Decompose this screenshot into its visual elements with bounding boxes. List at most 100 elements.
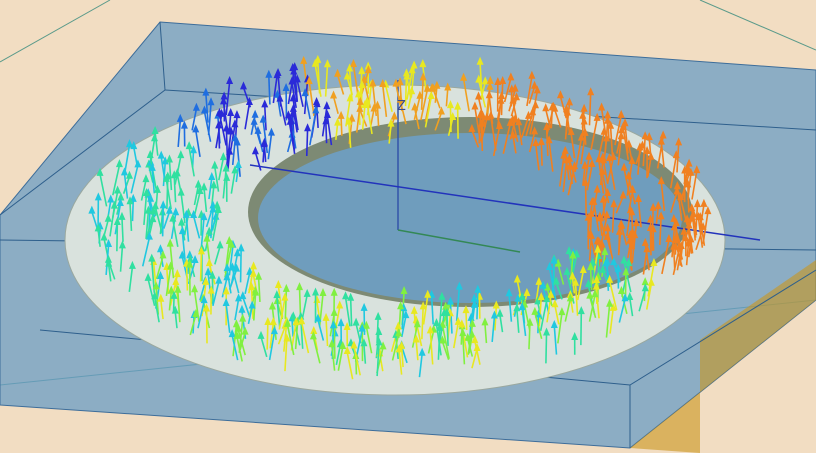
arrow-head — [239, 291, 247, 300]
arrow-head — [543, 294, 551, 303]
arrow-head — [677, 192, 685, 201]
arrow-head — [248, 300, 256, 309]
arrow-head — [301, 88, 309, 97]
arrow-shaft — [559, 156, 565, 187]
arrow-head — [159, 250, 167, 259]
arrow-head — [204, 267, 212, 276]
arrow-head — [273, 290, 281, 299]
arrow-shaft — [119, 246, 124, 272]
arrow-head — [571, 161, 579, 170]
arrow-shaft — [236, 143, 241, 177]
arrow-shaft — [415, 340, 419, 361]
arrow-head — [468, 123, 476, 132]
arrow-head — [358, 323, 366, 332]
arrow-shaft — [455, 287, 461, 322]
arrow-shaft — [691, 171, 698, 200]
arrow-head — [370, 103, 378, 112]
arrow-head — [200, 295, 208, 304]
arrow-shaft — [109, 206, 116, 237]
arrow-head — [458, 319, 466, 328]
arrow-head — [288, 76, 296, 85]
arrow-head — [113, 217, 121, 226]
arrow-head — [88, 205, 96, 214]
arrow-shaft — [462, 78, 470, 112]
arrow-head — [192, 102, 200, 111]
arrow-head — [207, 285, 215, 294]
arrow-head — [558, 307, 566, 316]
arrow-shaft — [430, 295, 434, 325]
arrow-head — [507, 72, 515, 81]
arrow-head — [107, 194, 115, 203]
arrow-head — [94, 223, 102, 232]
arrow-shaft — [599, 217, 607, 240]
arrow-head — [486, 75, 494, 84]
arrow-shaft — [174, 311, 178, 329]
arrow-shaft — [529, 106, 537, 135]
arrow-head — [580, 116, 588, 125]
arrow-head — [166, 238, 174, 247]
arrow-shaft — [123, 173, 129, 199]
arrow-shaft — [225, 303, 231, 333]
arrow-head — [178, 226, 186, 235]
arrow-head — [511, 83, 519, 92]
arrow-shaft — [203, 188, 208, 213]
arrow-shaft — [384, 85, 393, 113]
arrow-head — [682, 233, 690, 242]
arrow-head — [227, 126, 235, 135]
arrow-head — [537, 137, 545, 146]
arrow-head — [560, 150, 568, 159]
arrow-head — [250, 116, 258, 125]
arrow-head — [609, 302, 617, 311]
arrow-head — [293, 74, 301, 83]
arrow-shaft — [660, 182, 666, 212]
arrow-head — [149, 214, 157, 223]
arrow-head — [284, 110, 292, 119]
arrow-head — [342, 291, 350, 300]
arrow-head — [490, 310, 498, 319]
arrow-head — [455, 281, 463, 290]
arrow-head — [681, 165, 689, 174]
arrow-head — [156, 244, 164, 253]
arrow-shaft — [140, 180, 147, 201]
arrow-head — [343, 322, 351, 331]
arrow-shaft — [618, 299, 626, 323]
arrow-head — [169, 213, 177, 222]
arrow-head — [509, 130, 517, 139]
arrow-shaft — [123, 145, 131, 174]
arrow-shaft — [441, 325, 450, 359]
arrow-shaft — [400, 346, 404, 368]
arrow-head — [395, 328, 403, 337]
arrow-head — [289, 93, 297, 102]
arrow-shaft — [623, 261, 632, 293]
arrow-head — [254, 125, 262, 134]
arrow-shaft — [185, 215, 190, 242]
arrow-head — [222, 123, 230, 132]
arrow-shaft — [361, 105, 366, 130]
arrow-head — [532, 100, 540, 109]
arrow-shaft — [598, 160, 605, 194]
arrow-head — [550, 255, 558, 264]
arrow-head — [567, 127, 575, 136]
arrow-head — [330, 287, 338, 296]
arrow-head — [671, 234, 679, 243]
arrow-shaft — [348, 69, 353, 100]
arrow-head — [178, 217, 186, 226]
arrow-head — [182, 209, 190, 218]
arrow-head — [156, 271, 164, 280]
arrow-head — [600, 126, 608, 135]
arrow-head — [588, 158, 596, 167]
arrow-head — [134, 159, 142, 168]
arrow-shaft — [235, 165, 240, 183]
arrow-shaft — [398, 350, 403, 375]
arrow-head — [319, 288, 327, 297]
arrow-head — [220, 91, 228, 100]
arrow-shaft — [268, 332, 276, 361]
arrow-head — [194, 179, 202, 188]
arrow-shaft — [262, 143, 266, 163]
arrow-head — [387, 118, 395, 127]
arrow-head — [432, 318, 440, 327]
arrow-shaft — [615, 196, 624, 214]
arrow-shaft — [318, 293, 324, 328]
arrow-head — [274, 67, 282, 76]
